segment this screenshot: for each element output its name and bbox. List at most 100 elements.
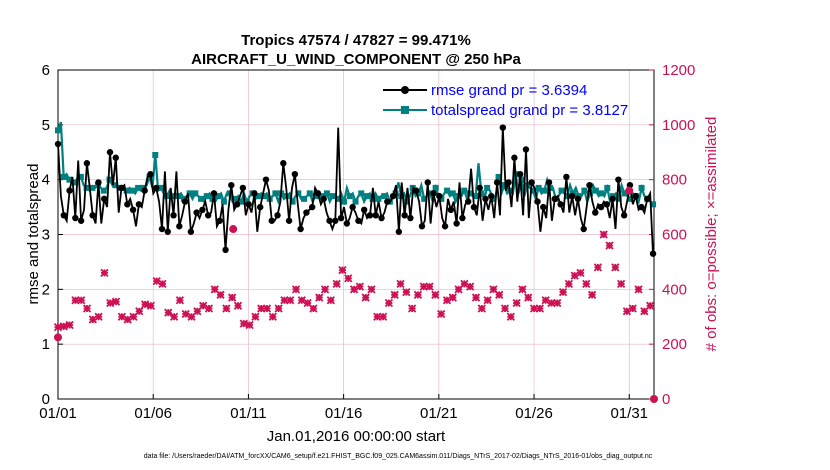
rmse-point [592,209,599,216]
rmse-point [482,195,489,203]
assimilated-obs-point [396,279,405,288]
assimilated-obs-point [454,285,463,294]
assimilated-obs-point [390,290,399,299]
totalspread-point [432,184,439,191]
rmse-point [124,201,131,208]
rmse-point [632,192,639,200]
y-right-tick-label: 400 [662,281,687,298]
assimilated-obs-point [251,312,260,321]
assimilated-obs-point [280,296,289,305]
rmse-point [563,173,570,181]
rmse-point [129,206,137,214]
totalspread-point [260,193,267,200]
totalspread-point [186,190,193,197]
series-rmse [54,124,657,257]
possible-obs-point [229,225,238,234]
rmse-point [77,217,85,224]
x-tick-label: 01/16 [325,405,363,422]
x-tick-label: 01/21 [420,405,458,422]
totalspread-point [484,184,491,191]
rmse-point [580,225,587,233]
assimilated-obs-point [378,312,388,321]
rmse-point [638,203,645,211]
assimilated-obs-point [587,290,597,299]
assimilated-obs-point [582,279,591,288]
rmse-point [112,154,119,161]
assimilated-obs-point [541,296,550,305]
assimilated-obs-point [373,312,382,321]
totalspread-point [650,201,657,208]
totalspread-point [415,190,422,197]
assimilated-obs-point [407,304,417,313]
totalspread-point [363,193,370,200]
rmse-point [222,246,229,254]
totalspread-point [558,187,565,194]
assimilated-obs-point [88,315,97,324]
totalspread-point [392,190,399,197]
assimilated-obs-point [558,287,568,297]
possible-obs-point [625,186,634,195]
totalspread-point [375,195,382,202]
assimilated-obs-point [71,296,80,305]
x-tick-label: 01/31 [610,405,648,422]
totalspread-point [478,190,485,197]
totalspread-point [598,190,605,197]
assimilated-obs-point [262,304,272,313]
possible-obs-point [650,395,658,403]
y-right-tick-label: 200 [662,336,687,353]
rmse-point [285,217,293,224]
possible-obs-point [54,333,62,342]
assimilated-obs-point [448,293,457,302]
totalspread-point [329,193,336,200]
rmse-point [199,206,206,214]
assimilated-obs-point [344,274,353,283]
totalspread-point [627,195,634,202]
assimilated-obs-point [245,320,254,330]
assimilated-obs-point [361,293,370,302]
rmse-point [228,181,235,189]
rmse-point [384,198,391,205]
totalspread-point [157,184,164,191]
rmse-point [499,124,507,131]
totalspread-point [541,187,548,194]
assimilated-obs-point [611,263,620,272]
assimilated-obs-point [355,282,365,291]
assimilated-obs-point [210,285,219,294]
rmse-point [170,212,177,219]
rmse-point [95,179,102,186]
assimilated-obs-point [593,263,603,272]
x-tick-label: 01/06 [134,405,172,422]
y-left-tick-label: 0 [42,391,50,408]
assimilated-obs-point [106,298,115,308]
y-left-tick-label: 2 [42,281,50,298]
rmse-point [337,214,345,222]
rmse-point [176,223,183,230]
totalspread-point [381,193,388,200]
assimilated-obs-point [634,285,643,294]
rmse-point [534,198,541,205]
rmse-point [447,206,455,214]
assimilated-obs-point [193,307,202,316]
rmse-point [378,214,385,222]
totalspread-point [289,198,296,205]
assimilated-obs-point [506,312,515,321]
rmse-point [147,170,154,178]
totalspread-point [323,190,330,197]
rmse-point [251,190,258,197]
rmse-point [493,179,501,186]
totalspread-point [135,184,142,191]
assimilated-obs-point [535,304,544,313]
rmse-point [216,217,223,224]
y-right-tick-label: 800 [662,172,687,189]
assimilated-obs-point [297,296,306,305]
assimilated-obs-point [111,297,121,306]
x-tick-label: 01/01 [39,405,77,422]
totalspread-point [444,187,451,194]
assimilated-obs-point [233,301,243,310]
rmse-point [459,214,466,222]
rmse-point [511,154,518,161]
chart-subtitle: AIRCRAFT_U_WIND_COMPONENT @ 250 hPa [191,51,521,68]
assimilated-obs-point [100,268,109,278]
assimilated-obs-point [59,322,68,331]
totalspread-point [495,173,502,180]
